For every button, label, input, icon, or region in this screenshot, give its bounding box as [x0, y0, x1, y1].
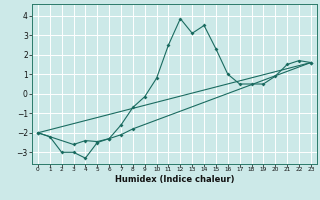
- X-axis label: Humidex (Indice chaleur): Humidex (Indice chaleur): [115, 175, 234, 184]
